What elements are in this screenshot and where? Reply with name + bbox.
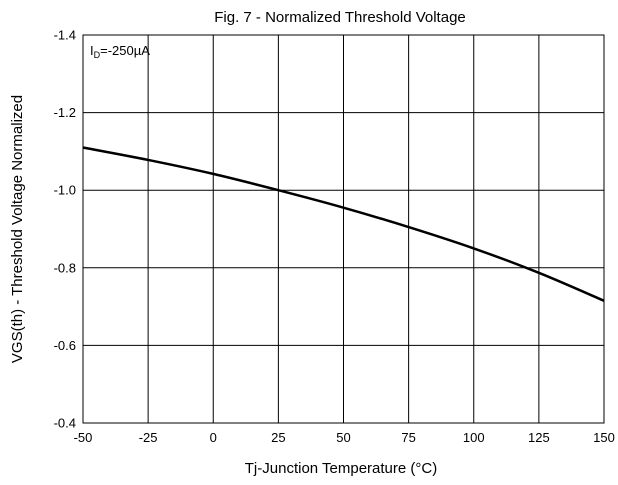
y-axis-label: VGS(th) - Threshold Voltage Normalized (9, 95, 26, 363)
x-tick-label: 75 (401, 430, 415, 445)
x-axis-label: Tj-Junction Temperature (°C) (245, 460, 437, 477)
x-tick-label: 50 (336, 430, 350, 445)
annotation-suffix: =-250µA (100, 43, 150, 58)
annotation-subscript: D (94, 50, 101, 60)
y-tick-labels: -1.4 -1.2 -1.0 -0.8 -0.6 -0.4 (54, 28, 76, 431)
annotation-id-current: ID=-250µA (90, 43, 150, 60)
x-tick-labels: -50 -25 0 25 50 75 100 125 150 (74, 430, 615, 445)
plot-frame (82, 34, 605, 424)
chart-title: Fig. 7 - Normalized Threshold Voltage (214, 9, 466, 26)
grid (82, 34, 605, 424)
x-tick-label: 125 (528, 430, 550, 445)
series-line (82, 146, 605, 302)
y-tick-label: -1.2 (54, 105, 76, 120)
x-tick-label: 0 (210, 430, 217, 445)
x-tick-label: -25 (139, 430, 158, 445)
y-tick-label: -0.4 (54, 416, 76, 431)
y-tick-label: -1.4 (54, 28, 76, 43)
x-tick-label: -50 (74, 430, 93, 445)
x-tick-label: 25 (271, 430, 285, 445)
annotation-prefix: I (90, 43, 94, 58)
y-tick-label: -1.0 (54, 183, 76, 198)
y-tick-label: -0.6 (54, 338, 76, 353)
x-tick-label: 150 (593, 430, 615, 445)
y-tick-label: -0.8 (54, 260, 76, 275)
x-tick-label: 100 (463, 430, 485, 445)
